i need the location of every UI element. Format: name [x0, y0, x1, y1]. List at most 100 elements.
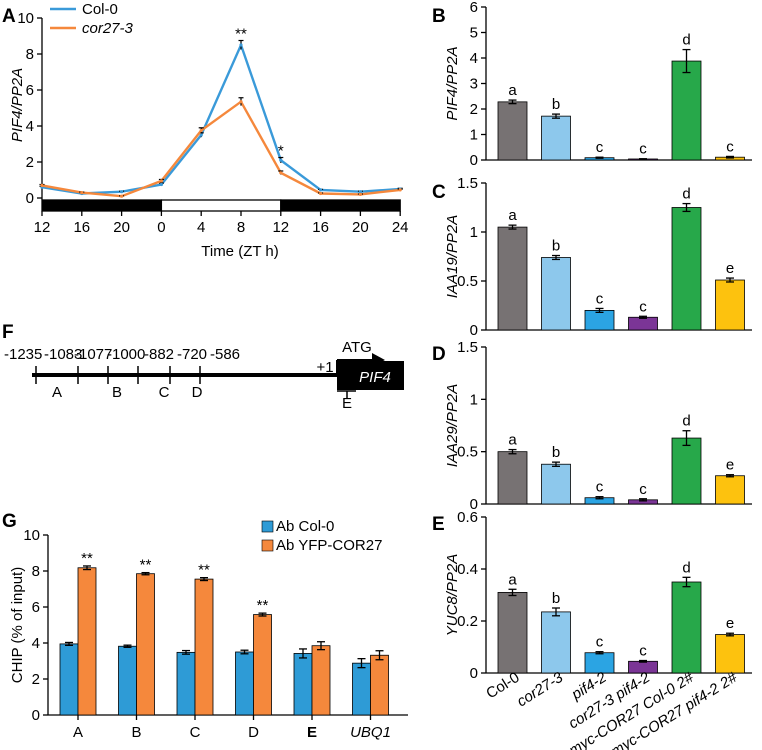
panel-b: B PIF4/PP2A 0 1 2 3 4 5 6 a b c c d c [432, 0, 752, 169]
panel-a-data-point [358, 190, 362, 194]
panel-g-category-label: A [73, 724, 83, 741]
panel-g-significance-mark: ** [81, 550, 93, 567]
panel-e-bar [497, 592, 528, 674]
panel-a-significance-mark: ** [235, 26, 247, 43]
chip-region-labels: A B C D [52, 384, 203, 401]
legend-swatch-ab-col-0 [261, 520, 274, 533]
panel-a-series: *** [39, 26, 403, 198]
panel-g-bar [352, 662, 371, 716]
panel-a-x-axis-label: Time (ZT h) [201, 243, 279, 260]
panel-a-x-ticks: 12 16 20 0 4 8 12 16 20 24 [34, 211, 409, 236]
chip-region-label: C [159, 384, 170, 401]
panel-a-label: A [2, 6, 16, 27]
panel-a-x-tick-label: 16 [73, 219, 90, 236]
panel-b-y-tick-label: 6 [470, 0, 478, 16]
panel-b-y-tick-label: 3 [470, 76, 478, 93]
panel-g-bar [77, 567, 97, 716]
promoter-position-labels: -1235 -1083-1077-1000-882 -720 -586 [4, 346, 240, 363]
panel-g-significance-mark: ** [140, 557, 152, 574]
panel-a-data-point [159, 182, 163, 187]
panel-d-bar [715, 475, 745, 505]
panel-c-bar [497, 226, 528, 331]
panel-c-label: C [432, 182, 446, 203]
panel-a-y-tick-label: 6 [26, 82, 34, 99]
panel-g-category-label: C [190, 724, 201, 741]
panel-e: E YUC8/PP2A 0 0.2 0.4 0.6 a b c c d e [432, 509, 752, 682]
panel-a-x-tick-label: 4 [197, 219, 205, 236]
panel-e-y-axis-label: YUC8/PP2A [444, 554, 461, 637]
panel-a-y-tick-label: 0 [26, 190, 34, 207]
chip-region-label: B [112, 384, 122, 401]
panel-a-data-point [40, 183, 44, 187]
panel-g-y-tick-label: 2 [32, 671, 40, 688]
panel-g-y-tick-label: 4 [32, 635, 40, 652]
panel-e-bar [541, 611, 571, 674]
panel-c-bar [541, 257, 571, 331]
legend-ab-col-0: Ab Col-0 [276, 518, 334, 535]
panel-d-bar [671, 437, 702, 505]
panel-d-bar [497, 451, 528, 505]
panel-g-category-label: UBQ1 [350, 724, 391, 741]
panel-c-significance-letter: d [682, 186, 690, 203]
panel-c-bar [628, 316, 658, 331]
panel-g-significance-mark: ** [257, 597, 269, 614]
atg-label: ATG [342, 339, 372, 356]
panel-c-bar [715, 279, 745, 331]
panel-b-significance-letter: c [726, 138, 734, 155]
panel-a-line-col-0 [41, 41, 401, 195]
panel-g-y-tick-label: 8 [32, 563, 40, 580]
panel-g-category-labels: A B C D E UBQ1 [73, 715, 391, 741]
panel-a-legend: Col-0 cor27-3 [50, 1, 134, 37]
panel-g-bar [293, 653, 313, 716]
panel-b-y-tick-label: 2 [470, 101, 478, 118]
panel-a-light-dark-bar [41, 199, 401, 212]
panel-c-y-axis-label: IAA19/PP2A [444, 215, 461, 298]
panel-c-y-tick-label: 1 [470, 224, 478, 241]
panel-e-y-tick-label: 0 [470, 665, 478, 682]
panel-a-data-point [319, 188, 323, 192]
panel-g-y-axis-label: CHIP (% of input) [9, 567, 26, 683]
panel-e-bar [671, 581, 702, 674]
panel-a-y-ticks: 0 2 4 6 8 10 [17, 10, 42, 207]
panel-g-bar [235, 651, 254, 716]
panel-e-y-tick-label: 0.4 [457, 561, 478, 578]
panel-a-data-point [120, 194, 124, 198]
panel-g-bar [176, 651, 196, 716]
promoter-position-label: -882 [144, 346, 174, 363]
panel-g: G CHIP (% of input) 0 2 4 6 8 10 ** ** ** ** A B C… [2, 511, 408, 741]
panel-g-bar [59, 643, 79, 716]
panel-g-bar [136, 573, 155, 716]
legend-swatch-ab-yfp-cor27 [261, 539, 274, 552]
panel-c-y-tick-label: 0 [470, 322, 478, 339]
promoter-position-label: -1083 [44, 346, 82, 363]
panel-g-bar [118, 645, 137, 716]
panel-b-y-axis-label: PIF4/PP2A [444, 46, 461, 120]
panel-a-y-tick-label: 8 [26, 46, 34, 63]
panel-g-y-tick-label: 6 [32, 599, 40, 616]
panel-g-category-label: D [248, 724, 259, 741]
panel-e-y-tick-label: 0.6 [457, 509, 478, 526]
panel-b-y-tick-label: 1 [470, 127, 478, 144]
panel-a-x-tick-label: 20 [352, 219, 369, 236]
panel-a-data-point [398, 188, 402, 192]
panel-a-data-point [358, 192, 362, 196]
panel-g-bar [370, 654, 389, 716]
panel-a-data-point [199, 128, 203, 133]
panel-e-y-tick-label: 0.2 [457, 613, 478, 630]
panel-a-dark-period [280, 199, 401, 212]
promoter-position-ticks [35, 366, 201, 384]
panel-e-significance-letter: e [726, 615, 734, 632]
panel-e-significance-letter: c [596, 634, 604, 651]
panel-d-y-tick-label: 1 [470, 391, 478, 408]
legend-ab-yfp-cor27: Ab YFP-COR27 [276, 537, 382, 554]
panel-a-y-tick-label: 2 [26, 154, 34, 171]
panel-b-y-tick-label: 4 [470, 50, 478, 67]
panel-a-data-point [80, 191, 84, 195]
tss-label: +1 [316, 359, 333, 376]
panel-a-y-axis-label: PIF4/PP2A [9, 68, 26, 142]
panel-e-significance-letter: d [682, 559, 690, 576]
panel-g-significance-mark: ** [198, 562, 210, 579]
panel-e-label: E [432, 514, 445, 535]
panel-a-data-point [239, 43, 243, 47]
